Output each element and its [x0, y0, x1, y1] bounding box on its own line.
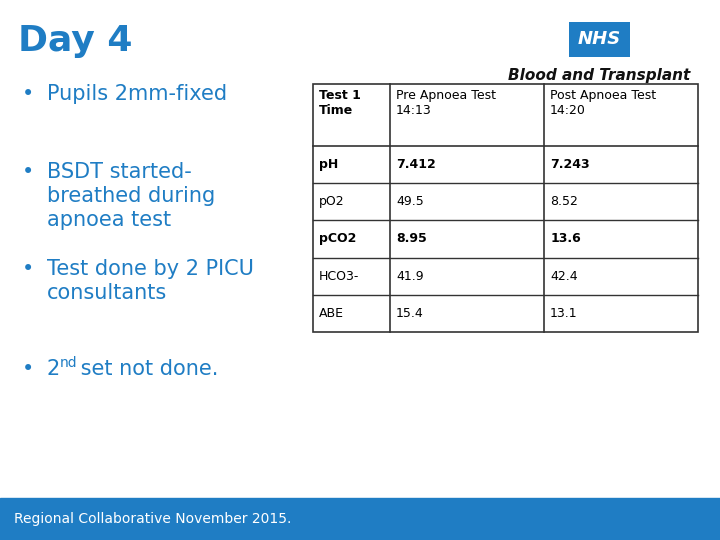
Text: Day 4: Day 4 — [18, 24, 132, 58]
Text: 42.4: 42.4 — [550, 269, 577, 283]
Text: nd: nd — [60, 356, 77, 370]
Bar — [313, 84, 698, 332]
Text: set not done.: set not done. — [74, 359, 219, 379]
Text: NHS: NHS — [577, 30, 621, 48]
FancyBboxPatch shape — [569, 22, 630, 57]
Text: Pre Apnoea Test
14:13: Pre Apnoea Test 14:13 — [396, 89, 496, 117]
Text: HCO3-: HCO3- — [319, 269, 359, 283]
Text: 2: 2 — [47, 359, 60, 379]
Text: Pupils 2mm-fixed: Pupils 2mm-fixed — [47, 84, 227, 104]
Bar — [0, 498, 720, 540]
Text: •: • — [22, 84, 34, 104]
Text: 8.95: 8.95 — [396, 232, 427, 246]
Text: Post Apnoea Test
14:20: Post Apnoea Test 14:20 — [550, 89, 656, 117]
Text: pCO2: pCO2 — [319, 232, 356, 246]
Text: 49.5: 49.5 — [396, 195, 424, 208]
Text: •: • — [22, 359, 34, 379]
Text: Blood and Transplant: Blood and Transplant — [508, 68, 690, 83]
Text: •: • — [22, 259, 34, 279]
Text: 15.4: 15.4 — [396, 307, 424, 320]
Text: Regional Collaborative November 2015.: Regional Collaborative November 2015. — [14, 512, 292, 526]
Text: 8.52: 8.52 — [550, 195, 578, 208]
Text: 13.1: 13.1 — [550, 307, 577, 320]
Text: Test done by 2 PICU
consultants: Test done by 2 PICU consultants — [47, 259, 254, 303]
Text: 41.9: 41.9 — [396, 269, 423, 283]
Text: Test 1
Time: Test 1 Time — [319, 89, 361, 117]
Text: •: • — [22, 162, 34, 182]
Text: 13.6: 13.6 — [550, 232, 581, 246]
Text: pO2: pO2 — [319, 195, 345, 208]
Text: 7.243: 7.243 — [550, 158, 590, 171]
Text: pH: pH — [319, 158, 338, 171]
Text: 7.412: 7.412 — [396, 158, 436, 171]
Text: BSDT started-
breathed during
apnoea test: BSDT started- breathed during apnoea tes… — [47, 162, 215, 230]
Text: ABE: ABE — [319, 307, 344, 320]
